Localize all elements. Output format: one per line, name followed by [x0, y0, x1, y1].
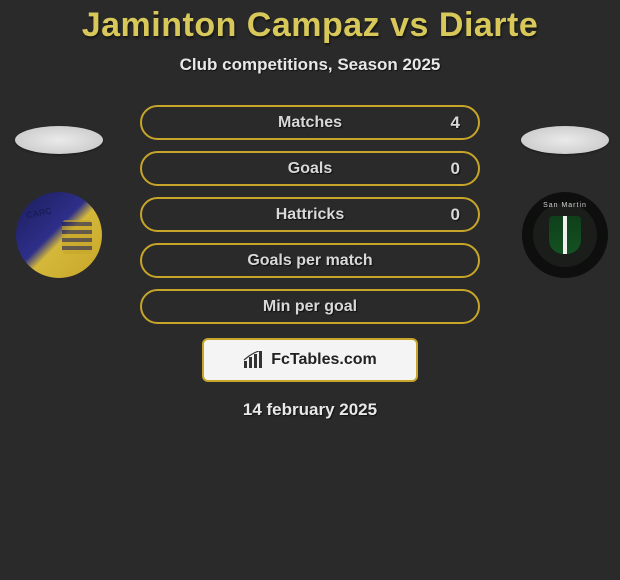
stat-label: Hattricks — [276, 206, 344, 224]
stat-row-goals: Goals 0 — [140, 151, 480, 186]
stat-label: Goals — [288, 160, 332, 178]
bar-chart-icon — [243, 351, 265, 369]
brand-text: FcTables.com — [271, 351, 377, 369]
stat-label: Goals per match — [247, 252, 372, 270]
infographic-root: Jaminton Campaz vs Diarte Club competiti… — [0, 0, 620, 420]
page-title: Jaminton Campaz vs Diarte — [0, 6, 620, 45]
right-player-avatar-placeholder — [521, 126, 609, 154]
brand-box: FcTables.com — [202, 338, 418, 382]
page-subtitle: Club competitions, Season 2025 — [0, 55, 620, 75]
badge-arc-text: San Martin — [543, 202, 587, 209]
right-player-column: San Martin — [520, 126, 610, 278]
badge-inner: San Martin — [533, 203, 597, 267]
badge-stripes — [62, 220, 92, 254]
stat-label: Matches — [278, 114, 342, 132]
footer-date: 14 february 2025 — [0, 400, 620, 420]
stat-row-goals-per-match: Goals per match — [140, 243, 480, 278]
left-player-column — [14, 126, 104, 278]
stat-right-value: 0 — [451, 205, 460, 225]
stat-row-min-per-goal: Min per goal — [140, 289, 480, 324]
stat-label: Min per goal — [263, 298, 357, 316]
right-club-badge: San Martin — [522, 192, 608, 278]
stats-list: Matches 4 Goals 0 Hattricks 0 Goals per … — [140, 105, 480, 324]
left-player-avatar-placeholder — [15, 126, 103, 154]
stat-row-matches: Matches 4 — [140, 105, 480, 140]
stat-row-hattricks: Hattricks 0 — [140, 197, 480, 232]
left-club-badge — [16, 192, 102, 278]
badge-shield — [549, 216, 581, 254]
stat-right-value: 0 — [451, 159, 460, 179]
stat-right-value: 4 — [451, 113, 460, 133]
